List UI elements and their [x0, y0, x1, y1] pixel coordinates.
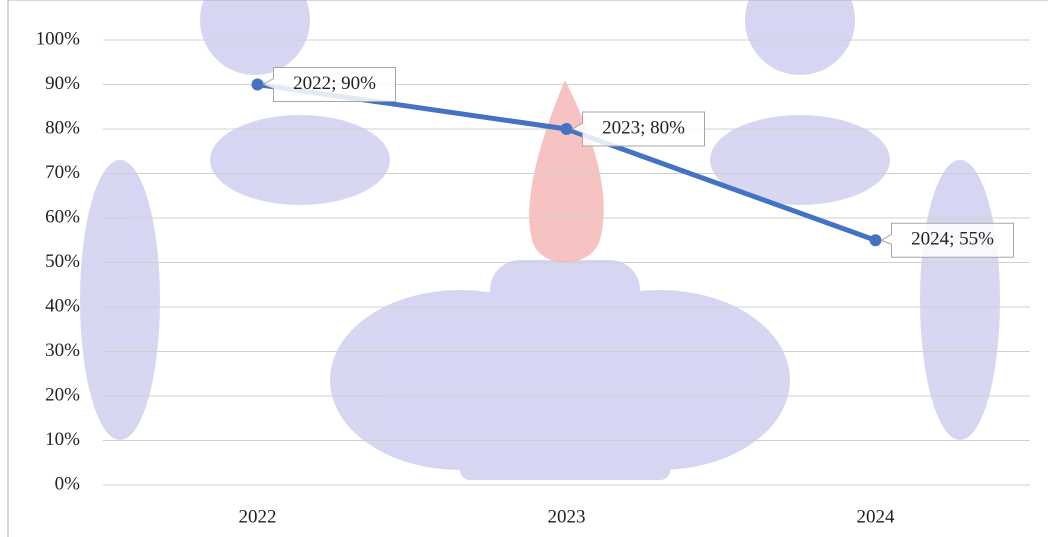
- y-tick-label: 70%: [45, 162, 80, 183]
- y-tick-label: 20%: [45, 384, 80, 405]
- x-tick-label: 2023: [548, 506, 586, 527]
- chart: 0% 10% 20% 30% 40% 50% 60% 70% 80% 90% 100% 2022 202…: [0, 0, 1048, 537]
- y-tick-label: 80%: [45, 117, 80, 138]
- y-tick-label: 30%: [45, 340, 80, 361]
- y-tick-label: 60%: [45, 206, 80, 227]
- data-label: 2024; 55%: [911, 229, 994, 250]
- y-tick-label: 40%: [45, 295, 80, 316]
- data-label: 2022; 90%: [293, 73, 376, 94]
- data-label: 2023; 80%: [602, 117, 685, 138]
- marker: [561, 123, 573, 135]
- y-tick-label: 0%: [55, 473, 81, 494]
- y-tick-label: 50%: [45, 251, 80, 272]
- x-tick-label: 2022: [239, 506, 277, 527]
- marker: [870, 234, 882, 246]
- y-tick-label: 10%: [45, 429, 80, 450]
- x-tick-label: 2024: [857, 506, 896, 527]
- y-tick-label: 100%: [36, 28, 81, 49]
- marker: [252, 79, 264, 91]
- y-tick-label: 90%: [45, 73, 80, 94]
- flame: [529, 80, 603, 263]
